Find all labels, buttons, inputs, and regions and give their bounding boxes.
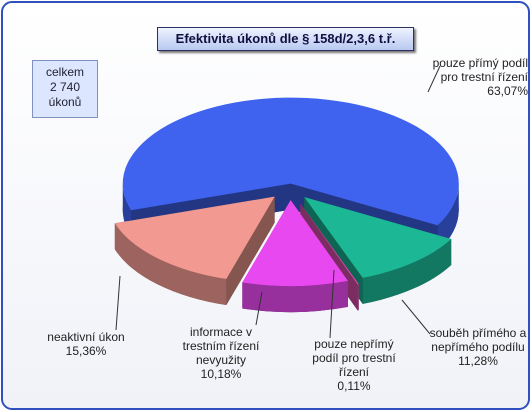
- leader-line: [255, 291, 263, 326]
- value-label: 10,18%: [200, 367, 242, 381]
- value-label: 15,36%: [65, 344, 107, 358]
- category-label: pouze nepřímý podíl pro trestní řízení: [312, 337, 396, 379]
- slice: [242, 200, 348, 287]
- value-label: 0,11%: [337, 379, 371, 393]
- annotation: celkem 2 740 úkonů: [32, 60, 98, 118]
- category-label: souběh přímého a nepřímého podílu: [429, 326, 527, 354]
- slice-outer-side: [362, 238, 452, 304]
- slice: [300, 203, 359, 285]
- slice: [304, 197, 452, 278]
- leaders: [115, 65, 441, 339]
- category-label: informace v trestním řízení nevyužity: [182, 325, 260, 367]
- slice-outer-side: [114, 223, 227, 306]
- slice-label: neaktivní úkon 15,36%: [38, 330, 134, 358]
- slice: [114, 196, 275, 280]
- value-label: 11,28%: [458, 354, 498, 368]
- leader-line: [427, 65, 441, 93]
- slice-label: informace v trestním řízení nevyužity 10,…: [178, 325, 264, 381]
- annotation-text: celkem 2 740 úkonů: [45, 65, 84, 109]
- leader-line: [329, 269, 335, 339]
- chart-title: Efektivita úkonů dle § 158d/2,3,6 t.ř.: [157, 27, 414, 51]
- slice: [122, 97, 459, 226]
- slice-outer-side: [437, 183, 459, 252]
- slice-label: pouze nepřímý podíl pro trestní řízení 0,…: [305, 337, 403, 393]
- leader-line: [115, 275, 121, 331]
- value-label: 63,07%: [487, 84, 528, 98]
- category-label: neaktivní úkon: [47, 330, 125, 344]
- category-label: pouze přímý podíl pro trestní řízení: [432, 56, 528, 84]
- leader-line: [401, 299, 431, 335]
- slice-outer-side: [242, 280, 348, 313]
- slice-label: souběh přímého a nepřímého podílu 11,28%: [428, 326, 528, 368]
- slice-label: pouze přímý podíl pro trestní řízení 63,0…: [420, 56, 528, 98]
- pie: [114, 97, 459, 313]
- slice-outer-side: [357, 284, 359, 311]
